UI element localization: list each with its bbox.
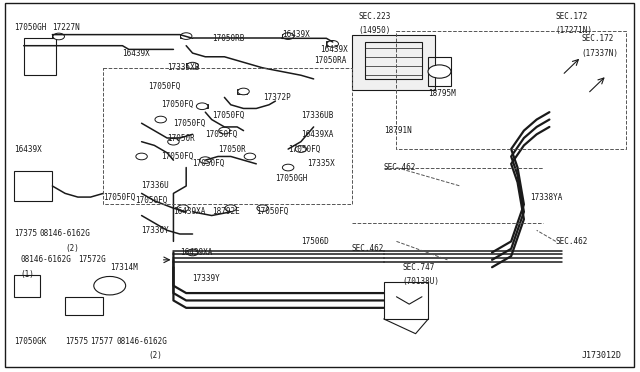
Circle shape <box>187 62 198 69</box>
Text: 17338YA: 17338YA <box>531 193 563 202</box>
Text: (17271N): (17271N) <box>556 26 593 35</box>
Text: SEC.747: SEC.747 <box>403 263 435 272</box>
Bar <box>52 34 62 38</box>
Text: 17050GK: 17050GK <box>14 337 47 346</box>
Text: 17336UB: 17336UB <box>301 111 333 121</box>
Text: 17050RA: 17050RA <box>314 56 346 65</box>
Text: 16439XA: 16439XA <box>301 130 333 139</box>
Bar <box>14 171 52 201</box>
Text: 18791N: 18791N <box>384 126 412 135</box>
Text: J173012D: J173012D <box>581 351 621 360</box>
Text: 17375: 17375 <box>14 230 37 238</box>
Text: 17050FQ: 17050FQ <box>135 196 168 205</box>
Circle shape <box>200 157 211 163</box>
Bar <box>384 282 428 319</box>
Text: 17050FQ: 17050FQ <box>103 193 136 202</box>
Text: 17575: 17575 <box>65 337 88 346</box>
Text: 08146-6162G: 08146-6162G <box>20 255 72 264</box>
Text: (17337N): (17337N) <box>581 49 618 58</box>
Text: 16439X: 16439X <box>14 145 42 154</box>
Circle shape <box>219 127 230 134</box>
Text: SEC.462: SEC.462 <box>556 237 588 246</box>
Bar <box>365 42 422 79</box>
Circle shape <box>94 276 125 295</box>
Text: 17050FQ: 17050FQ <box>256 207 289 217</box>
Circle shape <box>244 153 255 160</box>
Circle shape <box>187 249 198 256</box>
Text: 17339Y: 17339Y <box>193 274 220 283</box>
Text: 17572G: 17572G <box>78 255 106 264</box>
Text: 16439XA: 16439XA <box>180 248 212 257</box>
Circle shape <box>53 33 65 40</box>
Text: 17050FQ: 17050FQ <box>173 119 206 128</box>
Bar <box>24 38 56 75</box>
Text: 18792E: 18792E <box>212 207 239 217</box>
Circle shape <box>257 205 268 211</box>
Circle shape <box>196 103 208 110</box>
Text: (2): (2) <box>148 351 162 360</box>
Circle shape <box>295 146 307 153</box>
Text: 17050FQ: 17050FQ <box>161 152 193 161</box>
Circle shape <box>168 138 179 145</box>
Circle shape <box>282 33 294 39</box>
Text: 17336U: 17336U <box>141 182 170 190</box>
Circle shape <box>225 205 237 211</box>
Text: 17314M: 17314M <box>109 263 138 272</box>
Circle shape <box>136 153 147 160</box>
Text: 08146-6162G: 08146-6162G <box>40 230 90 238</box>
Text: 17050FQ: 17050FQ <box>205 130 237 139</box>
Bar <box>326 41 336 46</box>
Text: SEC.462: SEC.462 <box>352 244 384 253</box>
Text: 18795M: 18795M <box>428 89 456 98</box>
Bar <box>180 34 189 38</box>
Bar <box>199 104 209 109</box>
Text: 16439X: 16439X <box>320 45 348 54</box>
Circle shape <box>155 116 166 123</box>
Text: (14950): (14950) <box>358 26 390 35</box>
Circle shape <box>428 65 451 78</box>
Bar <box>282 34 291 38</box>
Text: 17050FQ: 17050FQ <box>161 100 193 109</box>
Text: 17506D: 17506D <box>301 237 328 246</box>
Text: 16439XA: 16439XA <box>173 207 206 217</box>
Circle shape <box>327 41 339 47</box>
Circle shape <box>177 205 189 211</box>
Text: SEC.172: SEC.172 <box>581 34 614 43</box>
Text: 17335X: 17335X <box>307 159 335 169</box>
Text: (1): (1) <box>20 270 35 279</box>
Text: 17227N: 17227N <box>52 23 80 32</box>
Bar <box>14 275 40 297</box>
Text: 17050GH: 17050GH <box>275 174 308 183</box>
Bar <box>352 35 435 90</box>
Circle shape <box>180 33 192 39</box>
Bar <box>428 57 451 86</box>
Text: SEC.462: SEC.462 <box>384 163 416 172</box>
Text: 17050FQ: 17050FQ <box>212 111 244 121</box>
Text: 17050GH: 17050GH <box>14 23 47 32</box>
Text: 17372P: 17372P <box>262 93 291 102</box>
Text: 16439X: 16439X <box>122 49 150 58</box>
Text: 17050FQ: 17050FQ <box>193 159 225 169</box>
Text: 17050FQ: 17050FQ <box>148 82 180 91</box>
Text: 17050R: 17050R <box>218 145 246 154</box>
Bar <box>237 89 246 94</box>
Text: 17050R: 17050R <box>167 134 195 142</box>
Text: (2): (2) <box>65 244 79 253</box>
Bar <box>65 297 103 315</box>
Bar <box>186 63 196 68</box>
Text: SEC.223: SEC.223 <box>358 12 390 21</box>
Text: 08146-6162G: 08146-6162G <box>116 337 167 346</box>
Text: 17335XB: 17335XB <box>167 63 200 72</box>
Text: SEC.172: SEC.172 <box>556 12 588 21</box>
Text: 17577: 17577 <box>91 337 114 346</box>
Text: (70138U): (70138U) <box>403 278 440 286</box>
Circle shape <box>238 88 249 95</box>
Text: 17050FQ: 17050FQ <box>288 145 321 154</box>
Text: 17050RB: 17050RB <box>212 34 244 43</box>
Text: 17336Y: 17336Y <box>141 226 170 235</box>
Circle shape <box>282 164 294 171</box>
Text: 16439X: 16439X <box>282 30 310 39</box>
